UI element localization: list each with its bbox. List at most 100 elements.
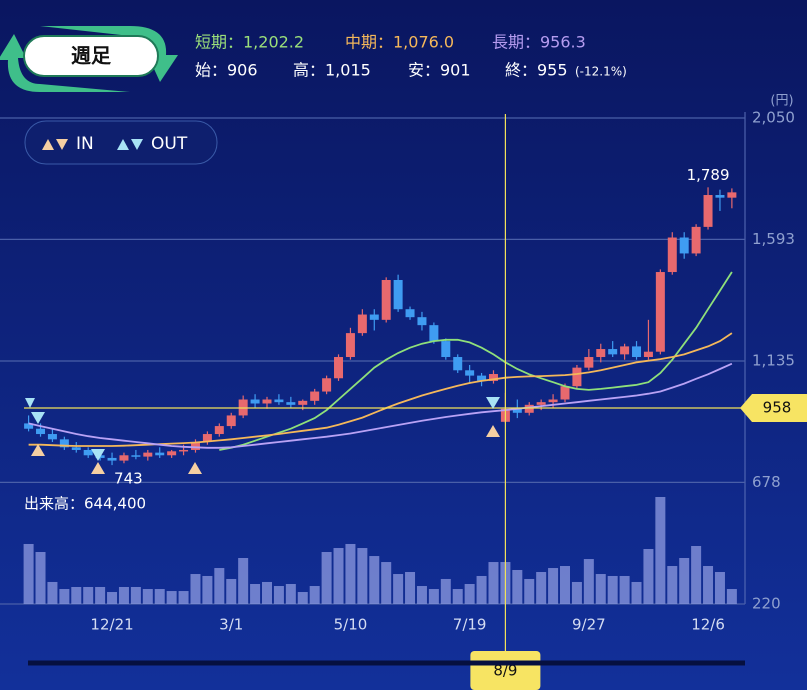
volume-bar (583, 559, 594, 604)
volume-bar (703, 566, 714, 604)
candle-body (226, 415, 236, 427)
volume-bar (405, 572, 416, 604)
button-arrow (0, 34, 130, 92)
volume-bar (83, 586, 94, 604)
candle-body (107, 457, 117, 461)
volume-bar (428, 589, 439, 604)
candle-body (143, 452, 153, 457)
moving-average-line (28, 362, 733, 449)
candle-body (381, 280, 391, 320)
volume-bar (166, 591, 177, 604)
candle-body (250, 399, 260, 404)
candle-body (286, 402, 296, 405)
candle-body (345, 333, 355, 358)
candle-body (334, 357, 344, 379)
x-tick-label: 3/1 (219, 616, 243, 634)
change-readout: (-12.1%) (575, 65, 627, 79)
volume-bar (273, 586, 284, 604)
crosshair-date: 8/9 (493, 662, 517, 680)
crosshair-price: 958 (763, 399, 792, 417)
volume-bar (416, 586, 427, 604)
volume-bar (440, 578, 451, 604)
volume-bar (345, 543, 356, 604)
candle-body (322, 378, 332, 392)
volume-bar (381, 562, 392, 604)
candle-body (691, 226, 701, 254)
candle-body (298, 400, 308, 405)
volume-bar (35, 551, 46, 604)
volume-bar (154, 589, 165, 604)
volume-bar (393, 574, 404, 604)
candle-body (59, 439, 69, 448)
moving-average-line (219, 271, 733, 451)
candle-body (441, 341, 451, 358)
in-signal (91, 462, 105, 474)
out-icon (131, 139, 143, 150)
candle-body (524, 404, 534, 413)
in-signal (188, 462, 202, 474)
legend-in: IN (76, 134, 94, 154)
volume-bar (23, 543, 34, 604)
in-signal (486, 425, 500, 437)
period-button[interactable]: 週足 (0, 26, 178, 92)
volume-bar (309, 586, 320, 604)
volume-bar (226, 578, 237, 604)
crosshair-price-box (740, 394, 807, 423)
legend-box (24, 120, 218, 165)
volume-bar (202, 575, 213, 604)
volume-bar (595, 574, 606, 604)
candle-body (190, 442, 200, 450)
volume-bar (524, 578, 535, 604)
volume-bar (452, 589, 463, 604)
x-tick-label: 7/19 (453, 616, 487, 634)
y-tick-label: 2,050 (752, 109, 795, 127)
volume-bar (142, 589, 153, 604)
candle-body (572, 367, 582, 387)
volume-bar (571, 581, 582, 604)
volume-bar (512, 569, 523, 604)
legend[interactable]: IN OUT (24, 120, 218, 165)
volume-bar (691, 546, 702, 604)
button-label: 週足 (71, 44, 112, 68)
candle-body (393, 280, 403, 310)
candle-body (679, 237, 689, 254)
candle-body (655, 272, 665, 352)
in-icon (42, 139, 54, 150)
y-tick-label: 220 (752, 595, 781, 613)
low-readout: 安：901 (408, 61, 471, 80)
candle-body (548, 399, 558, 403)
candle-body (83, 449, 93, 456)
candle-body (119, 455, 129, 461)
volume-bar (357, 548, 368, 604)
button-body (23, 35, 159, 77)
candle-body (155, 452, 165, 456)
volume-bar (238, 557, 249, 604)
candle-body (667, 237, 677, 273)
volume-bar (59, 589, 70, 604)
out-icon (117, 139, 129, 150)
y-unit: (円) (770, 94, 793, 109)
volume-bar (619, 575, 630, 604)
candle-body (310, 391, 320, 401)
candle-body (71, 447, 81, 450)
out-signal (25, 398, 35, 408)
candle-body (131, 455, 141, 457)
y-tick-label: 1,593 (752, 230, 795, 248)
volume-bar (262, 581, 272, 604)
legend-out: OUT (151, 134, 188, 154)
volume-bar (130, 586, 141, 604)
volume-bar (643, 549, 654, 604)
volume-bar (71, 586, 82, 604)
volume-bar (488, 562, 499, 604)
mid-ma-readout: 中期：1,076.0 (345, 33, 454, 52)
volume-bar (47, 581, 58, 604)
candle-body (632, 346, 642, 358)
candle-body (179, 449, 189, 452)
volume-bar (548, 568, 559, 604)
short-ma-readout: 短期：1,202.2 (195, 33, 304, 52)
volume-bar (714, 572, 725, 604)
volume-readout: 出来高：644,400 (24, 495, 146, 513)
volume-bar (464, 583, 475, 604)
